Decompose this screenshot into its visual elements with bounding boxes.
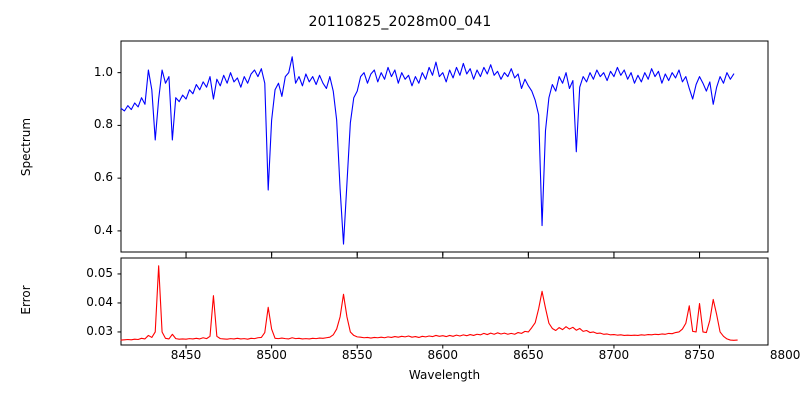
chart-title: 20110825_2028m00_041 [308,14,492,30]
spectrum-series-line [120,56,735,245]
error-tick-marks [117,254,701,349]
error-panel-frame [120,257,769,346]
y-tick-label: 0.03 [86,323,113,338]
error-series-line [120,265,738,341]
x-tick-label: 8700 [598,348,630,362]
x-tick-label: 8450 [170,348,202,362]
y-tick-label: 0.4 [93,222,113,237]
y-tick-label: 0.6 [93,170,113,185]
spectrum-tick-marks [117,72,701,256]
y-tick-label: 0.05 [86,265,113,280]
x-tick-label: 8550 [341,348,373,362]
x-tick-label: 8650 [513,348,544,362]
y-tick-label: 1.0 [93,64,113,79]
x-tick-label: 8600 [427,348,459,362]
y-tick-label: 0.8 [93,117,113,132]
x-tick-label: 8750 [684,348,715,362]
y-tick-label: 0.04 [86,294,113,309]
x-tick-label: 8500 [256,348,287,362]
spectrum-panel-frame [120,40,769,253]
x-axis-label: Wavelength [408,368,481,382]
x-tick-label: 8800 [769,348,800,362]
